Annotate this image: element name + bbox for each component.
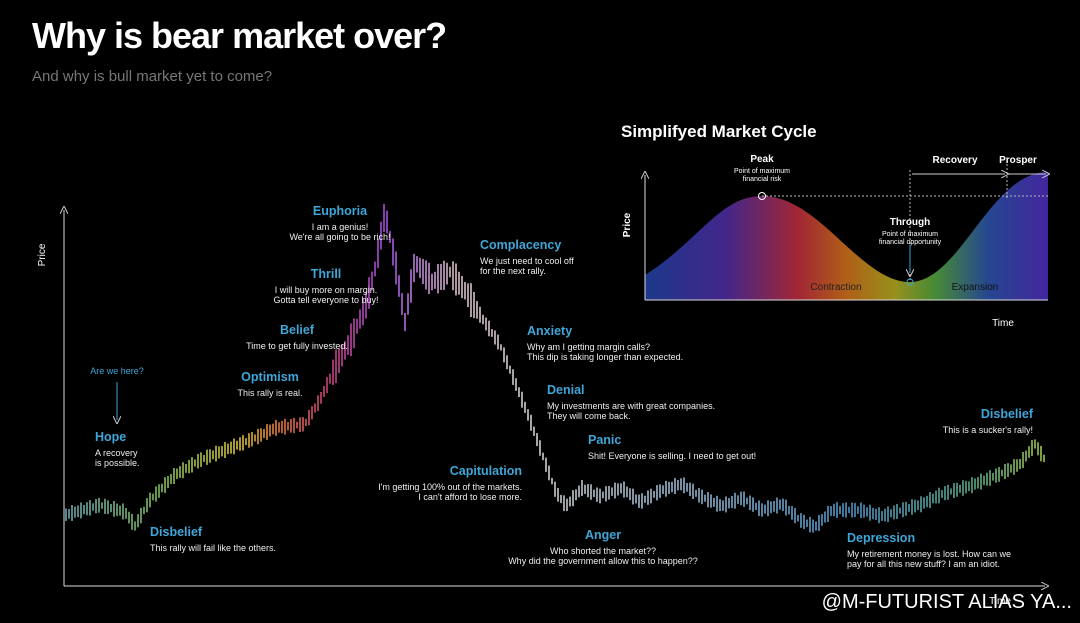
- trough-dot: [906, 278, 914, 286]
- expansion: Expansion: [952, 282, 999, 293]
- stage-name: Anger: [585, 528, 621, 542]
- peak-dot: [758, 192, 766, 200]
- stage-caption: pay for all this new stuff? I am an idio…: [847, 559, 1000, 569]
- stage-name: Euphoria: [313, 204, 368, 218]
- through: Through: [890, 217, 931, 228]
- stage-name: Hope: [95, 430, 126, 444]
- inset-title: Simplifyed Market Cycle: [621, 122, 817, 141]
- stage-name: Capitulation: [450, 464, 522, 478]
- stage-caption: My retirement money is lost. How can we: [847, 549, 1011, 559]
- stage-caption: Why am I getting margin calls?: [527, 342, 650, 352]
- stage-caption: Who shorted the market??: [550, 546, 656, 556]
- recovery: Recovery: [932, 155, 977, 166]
- peak-note: Point of maximum: [734, 168, 790, 175]
- through-note: Point of maximum: [882, 231, 938, 238]
- stage-name: Disbelief: [981, 407, 1034, 421]
- stage-caption: I'm getting 100% out of the markets.: [378, 482, 522, 492]
- stage-caption: Time to get fully invested.: [246, 341, 348, 351]
- contraction: Contraction: [810, 282, 861, 293]
- stage-caption: I can't afford to lose more.: [418, 492, 522, 502]
- stage-caption: Why did the government allow this to hap…: [508, 556, 698, 566]
- inset-y-label: Price: [622, 212, 633, 237]
- stage-caption: They will come back.: [547, 411, 631, 421]
- stage-caption: Shit! Everyone is selling. I need to get…: [588, 451, 756, 461]
- stage-name: Optimism: [241, 370, 299, 384]
- stage-caption: We just need to cool off: [480, 256, 574, 266]
- through-note: financial opportunity: [879, 239, 942, 246]
- stage-caption: I will buy more on margin.: [275, 285, 378, 295]
- y-label: Price: [37, 243, 48, 266]
- title: Why is bear market over?: [32, 15, 446, 56]
- stage-caption: We're all going to be rich!: [289, 232, 390, 242]
- stage-name: Complacency: [480, 238, 561, 252]
- x-label: Time: [989, 596, 1011, 607]
- peak: Peak: [750, 154, 774, 165]
- stage-caption: I am a genius!: [312, 222, 369, 232]
- subtitle: And why is bull market yet to come?: [32, 68, 272, 85]
- stage-caption: This is a sucker's rally!: [943, 425, 1033, 435]
- inset: Simplifyed Market Cycle Price Time Peak …: [621, 122, 1048, 329]
- peak-note: financial risk: [743, 176, 782, 183]
- watermark: @M-FUTURIST ALIAS YA...: [822, 591, 1072, 613]
- cycle-area: [645, 172, 1048, 300]
- stage-name: Belief: [280, 323, 315, 337]
- stage-caption: This rally will fail like the others.: [150, 543, 276, 553]
- stage-caption: This rally is real.: [237, 388, 302, 398]
- prosper: Prosper: [999, 155, 1037, 166]
- stage-name: Anxiety: [527, 324, 572, 338]
- pointer-label: Are we here?: [90, 366, 144, 376]
- stage-name: Depression: [847, 531, 915, 545]
- stage-caption: My investments are with great companies.: [547, 401, 715, 411]
- stage-name: Panic: [588, 433, 621, 447]
- stage-name: Disbelief: [150, 525, 203, 539]
- stage-name: Thrill: [311, 267, 342, 281]
- stage-caption: for the next rally.: [480, 266, 546, 276]
- stage-caption: Gotta tell everyone to buy!: [273, 295, 378, 305]
- stage-caption: This dip is taking longer than expected.: [527, 352, 683, 362]
- stage-caption: A recovery: [95, 448, 138, 458]
- stage-caption: is possible.: [95, 458, 140, 468]
- price-path: [65, 203, 1045, 533]
- stage-name: Denial: [547, 383, 585, 397]
- inset-x-label: Time: [992, 318, 1014, 329]
